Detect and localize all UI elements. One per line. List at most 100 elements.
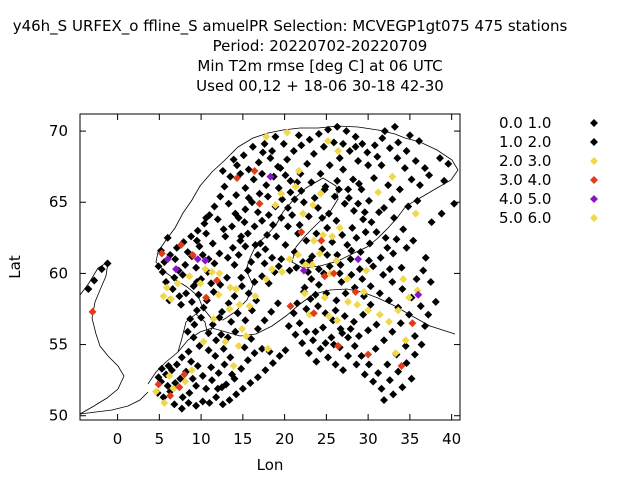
data-point bbox=[202, 384, 211, 393]
data-point bbox=[187, 232, 196, 241]
data-point bbox=[346, 324, 355, 333]
data-point bbox=[369, 377, 378, 386]
data-point bbox=[302, 327, 311, 336]
data-point bbox=[414, 290, 423, 299]
data-point bbox=[154, 380, 163, 389]
data-point bbox=[407, 374, 416, 383]
data-point bbox=[365, 239, 374, 248]
data-point bbox=[243, 266, 252, 275]
data-point bbox=[197, 313, 206, 322]
data-point bbox=[415, 137, 424, 146]
data-point bbox=[354, 179, 363, 188]
data-point bbox=[170, 273, 179, 282]
data-point bbox=[243, 229, 252, 238]
data-point bbox=[241, 242, 250, 251]
data-point bbox=[332, 296, 341, 305]
data-point bbox=[316, 169, 325, 178]
data-point bbox=[238, 282, 246, 291]
data-point bbox=[240, 343, 249, 352]
data-point bbox=[371, 344, 380, 353]
legend-marker bbox=[590, 214, 598, 222]
data-point bbox=[283, 155, 292, 164]
data-point bbox=[226, 353, 235, 362]
data-point bbox=[262, 132, 271, 141]
data-point bbox=[273, 299, 282, 308]
data-point bbox=[392, 235, 401, 244]
data-point bbox=[260, 316, 269, 325]
data-point bbox=[207, 363, 216, 372]
data-point bbox=[323, 250, 332, 259]
data-point bbox=[210, 202, 219, 211]
data-point bbox=[380, 127, 389, 136]
data-point bbox=[253, 373, 262, 382]
data-point bbox=[325, 262, 334, 271]
data-point bbox=[314, 302, 322, 311]
data-point bbox=[340, 199, 349, 208]
data-point bbox=[297, 186, 306, 195]
data-point bbox=[354, 199, 363, 208]
data-point bbox=[278, 195, 287, 204]
data-point bbox=[380, 203, 388, 212]
data-point bbox=[361, 228, 370, 237]
data-point bbox=[194, 290, 203, 299]
data-point bbox=[425, 171, 434, 180]
data-point bbox=[408, 319, 417, 328]
data-point bbox=[220, 182, 229, 191]
data-point bbox=[219, 225, 228, 234]
data-point bbox=[410, 332, 419, 340]
data-point bbox=[225, 305, 234, 313]
data-point bbox=[171, 379, 180, 387]
data-point bbox=[321, 182, 330, 191]
data-point bbox=[283, 128, 292, 137]
data-point bbox=[212, 336, 221, 345]
legend: 0.0 1.01.0 2.02.0 3.03.0 4.04.0 5.05.0 6… bbox=[499, 114, 598, 227]
data-point bbox=[204, 346, 213, 355]
data-point bbox=[210, 259, 219, 268]
data-point bbox=[415, 181, 424, 190]
data-point bbox=[162, 283, 171, 292]
data-point bbox=[421, 253, 430, 262]
data-point bbox=[250, 222, 259, 231]
data-point bbox=[295, 319, 304, 328]
data-point bbox=[228, 370, 236, 379]
data-point bbox=[192, 306, 201, 315]
data-point bbox=[304, 212, 313, 221]
data-point bbox=[281, 171, 290, 180]
data-point bbox=[385, 265, 394, 274]
data-point bbox=[294, 166, 303, 175]
data-point bbox=[242, 332, 251, 340]
data-point bbox=[158, 268, 167, 276]
data-point bbox=[349, 175, 358, 184]
data-point bbox=[181, 377, 190, 386]
data-point bbox=[283, 203, 292, 212]
data-point bbox=[359, 292, 368, 301]
data-point bbox=[263, 231, 272, 239]
data-point bbox=[380, 336, 388, 345]
data-point bbox=[198, 371, 207, 380]
data-point bbox=[328, 232, 337, 241]
title-line-2: Period: 20220702-20220709 bbox=[212, 37, 428, 55]
x-tick-label: 35 bbox=[400, 430, 419, 448]
data-point bbox=[218, 383, 226, 392]
data-point bbox=[215, 313, 224, 322]
legend-marker bbox=[590, 138, 598, 146]
data-point bbox=[229, 155, 238, 164]
data-point bbox=[193, 226, 202, 235]
data-point bbox=[250, 349, 259, 358]
data-point bbox=[228, 222, 236, 231]
data-point bbox=[320, 293, 329, 302]
data-point bbox=[295, 221, 304, 229]
data-point bbox=[394, 367, 403, 376]
data-point bbox=[319, 142, 328, 151]
data-point bbox=[157, 364, 166, 373]
data-point bbox=[299, 198, 308, 207]
data-point bbox=[214, 369, 223, 377]
data-point bbox=[372, 228, 381, 237]
data-point bbox=[365, 360, 373, 369]
data-point bbox=[309, 236, 318, 245]
data-point bbox=[357, 185, 366, 194]
data-point bbox=[437, 209, 446, 218]
data-point bbox=[241, 316, 250, 325]
data-point bbox=[383, 243, 392, 252]
